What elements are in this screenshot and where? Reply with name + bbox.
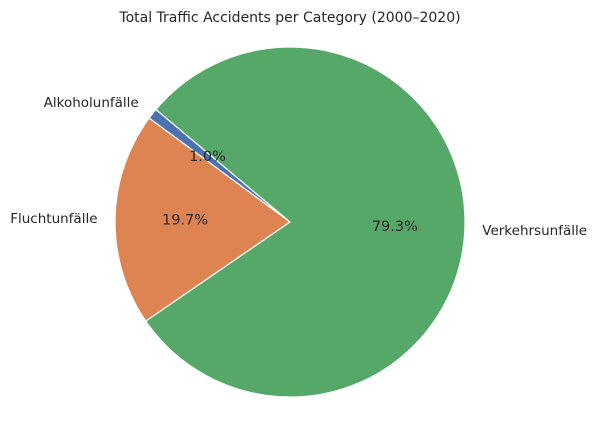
pie-slices [114, 46, 466, 398]
pie-labels: Alkoholunfälle 1.0% Fluchtunfälle 19.7% Verk… [10, 95, 587, 239]
pie-slice-fluchtunfalle [114, 117, 292, 323]
slice-label-fluchtunfalle: Fluchtunfälle [10, 211, 97, 227]
chart-title: Total Traffic Accidents per Category (20… [118, 10, 460, 26]
pie-slice-verkehrsunfalle [144, 46, 466, 398]
slice-percent-fluchtunfalle: 19.7% [162, 212, 208, 228]
slice-percent-verkehrsunfalle: 79.3% [372, 219, 418, 235]
slice-label-verkehrsunfalle: Verkehrsunfälle [482, 223, 587, 239]
slice-label-alkoholunfalle: Alkoholunfälle [44, 95, 139, 111]
slice-percent-alkoholunfalle: 1.0% [189, 149, 226, 165]
